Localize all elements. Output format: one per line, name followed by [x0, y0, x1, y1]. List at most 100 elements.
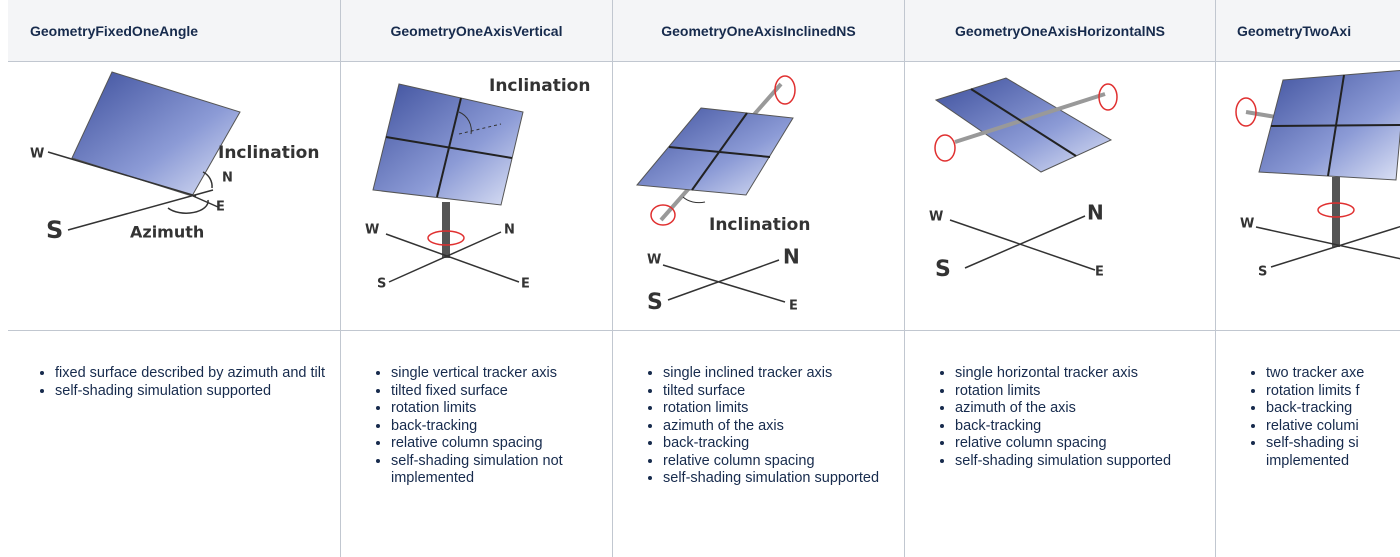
diagram: Inclination W N S E: [636, 75, 810, 315]
feature-item: relative column spacing: [391, 435, 602, 453]
feature-item: rotation limits: [955, 383, 1205, 401]
diagram-cell: W S: [1216, 62, 1400, 331]
column: GeometryOneAxisInclinedNS Inclination W …: [612, 0, 904, 557]
axis-line: [667, 259, 780, 301]
diagram-label: W: [30, 147, 44, 162]
feature-item: tilted surface: [663, 383, 894, 401]
angle-arc: [458, 111, 472, 135]
rotation-arrow: [1098, 83, 1118, 111]
shaft: [954, 92, 1106, 144]
feature-item: rotation limits: [663, 400, 894, 418]
angle-arc: [167, 199, 209, 214]
diagram-label: S: [1258, 265, 1267, 280]
feature-item: self-shading si implemented: [1266, 435, 1400, 470]
pole: [1332, 177, 1340, 247]
feature-item: self-shading simulation supported: [55, 383, 330, 401]
feature-item: rotation limits f: [1266, 383, 1400, 401]
column: GeometryOneAxisVertical Inclination W N …: [340, 0, 612, 557]
axis-line: [67, 189, 214, 231]
panel: [372, 83, 524, 206]
feature-item: azimuth of the axis: [663, 418, 894, 436]
column-header: GeometryTwoAxi: [1216, 0, 1400, 62]
diagram-label: E: [521, 277, 530, 292]
diagram-label: E: [789, 299, 798, 314]
feature-item: single vertical tracker axis: [391, 365, 602, 383]
panel-divider: [970, 88, 1077, 157]
panel: [71, 71, 241, 197]
diagram-label: N: [504, 223, 515, 238]
diagram-cell: W Inclination N E S Azimuth: [8, 62, 340, 331]
diagram-label: N: [222, 171, 233, 186]
feature-item: relative column spacing: [955, 435, 1205, 453]
axis-line: [964, 215, 1086, 269]
rotation-arrow: [934, 134, 956, 162]
diagram-cell: Inclination W N S E: [341, 62, 612, 331]
axis-line: [47, 151, 197, 197]
diagram-label: Inclination: [709, 215, 810, 235]
column: GeometryFixedOneAngle W Inclination N E …: [8, 0, 340, 557]
diagram: W N S E: [929, 77, 1118, 282]
feature-list: single inclined tracker axistilted surfa…: [613, 365, 904, 488]
angle-guide: [458, 123, 502, 135]
column-header: GeometryOneAxisVertical: [341, 0, 612, 62]
feature-item: back-tracking: [663, 435, 894, 453]
feature-item: back-tracking: [955, 418, 1205, 436]
rotation-arrow: [650, 204, 676, 226]
panel-divider: [385, 136, 513, 159]
diagram-label: W: [929, 210, 943, 225]
diagram-label: Inclination: [489, 76, 590, 96]
diagram-label: W: [365, 223, 379, 238]
angle-arc: [682, 196, 706, 204]
axis-line: [192, 195, 219, 208]
diagram: W Inclination N E S Azimuth: [30, 71, 319, 244]
diagram-label: S: [377, 277, 386, 292]
axis-line: [949, 219, 1096, 271]
column-header: GeometryOneAxisInclinedNS: [613, 0, 904, 62]
panel: [934, 77, 1113, 173]
axis-line: [1255, 226, 1400, 260]
axis-line: [662, 264, 786, 303]
diagram-label: E: [1095, 265, 1104, 280]
feature-item: single horizontal tracker axis: [955, 365, 1205, 383]
diagram-label: N: [783, 245, 800, 269]
diagram-cell: W N S E: [905, 62, 1215, 331]
feature-item: relative column spacing: [663, 453, 894, 471]
diagram-label: S: [935, 257, 951, 282]
diagram-label: W: [1240, 217, 1254, 232]
panel-divider: [668, 146, 771, 158]
feature-item: fixed surface described by azimuth and t…: [55, 365, 330, 383]
diagram-label: W: [647, 253, 661, 268]
angle-arc: [202, 171, 213, 189]
diagram-label: E: [216, 200, 225, 215]
feature-item: back-tracking: [1266, 400, 1400, 418]
column: GeometryTwoAxi W S two tracker axerotati…: [1215, 0, 1400, 557]
feature-item: azimuth of the axis: [955, 400, 1205, 418]
feature-item: relative columi: [1266, 418, 1400, 436]
diagram-label: S: [46, 216, 63, 244]
axis-line: [385, 233, 520, 283]
feature-item: tilted fixed surface: [391, 383, 602, 401]
diagram-label: N: [1087, 201, 1104, 225]
panel-divider: [1270, 124, 1400, 127]
pole: [442, 202, 450, 258]
feature-item: rotation limits: [391, 400, 602, 418]
column-header: GeometryOneAxisHorizontalNS: [905, 0, 1215, 62]
column: GeometryOneAxisHorizontalNS W N S E sing…: [904, 0, 1215, 557]
feature-list: single horizontal tracker axisrotation l…: [905, 365, 1215, 470]
feature-item: self-shading simulation not implemented: [391, 453, 602, 488]
rotation-arrow: [427, 230, 465, 246]
column-header: GeometryFixedOneAngle: [8, 0, 340, 62]
rotation-arrow: [1317, 202, 1355, 218]
diagram-label: Azimuth: [130, 223, 204, 242]
diagram-label: S: [647, 290, 663, 315]
feature-item: back-tracking: [391, 418, 602, 436]
diagram-cell: Inclination W N S E: [613, 62, 904, 331]
feature-list: single vertical tracker axistilted fixed…: [341, 365, 612, 488]
feature-item: two tracker axe: [1266, 365, 1400, 383]
diagram-label: Inclination: [218, 143, 319, 163]
feature-list: two tracker axerotation limits fback-tra…: [1216, 365, 1400, 470]
table: GeometryFixedOneAngle W Inclination N E …: [8, 0, 1400, 557]
feature-item: self-shading simulation supported: [663, 470, 894, 488]
rotation-arrow: [1235, 97, 1257, 127]
diagram: Inclination W N S E: [365, 76, 590, 292]
